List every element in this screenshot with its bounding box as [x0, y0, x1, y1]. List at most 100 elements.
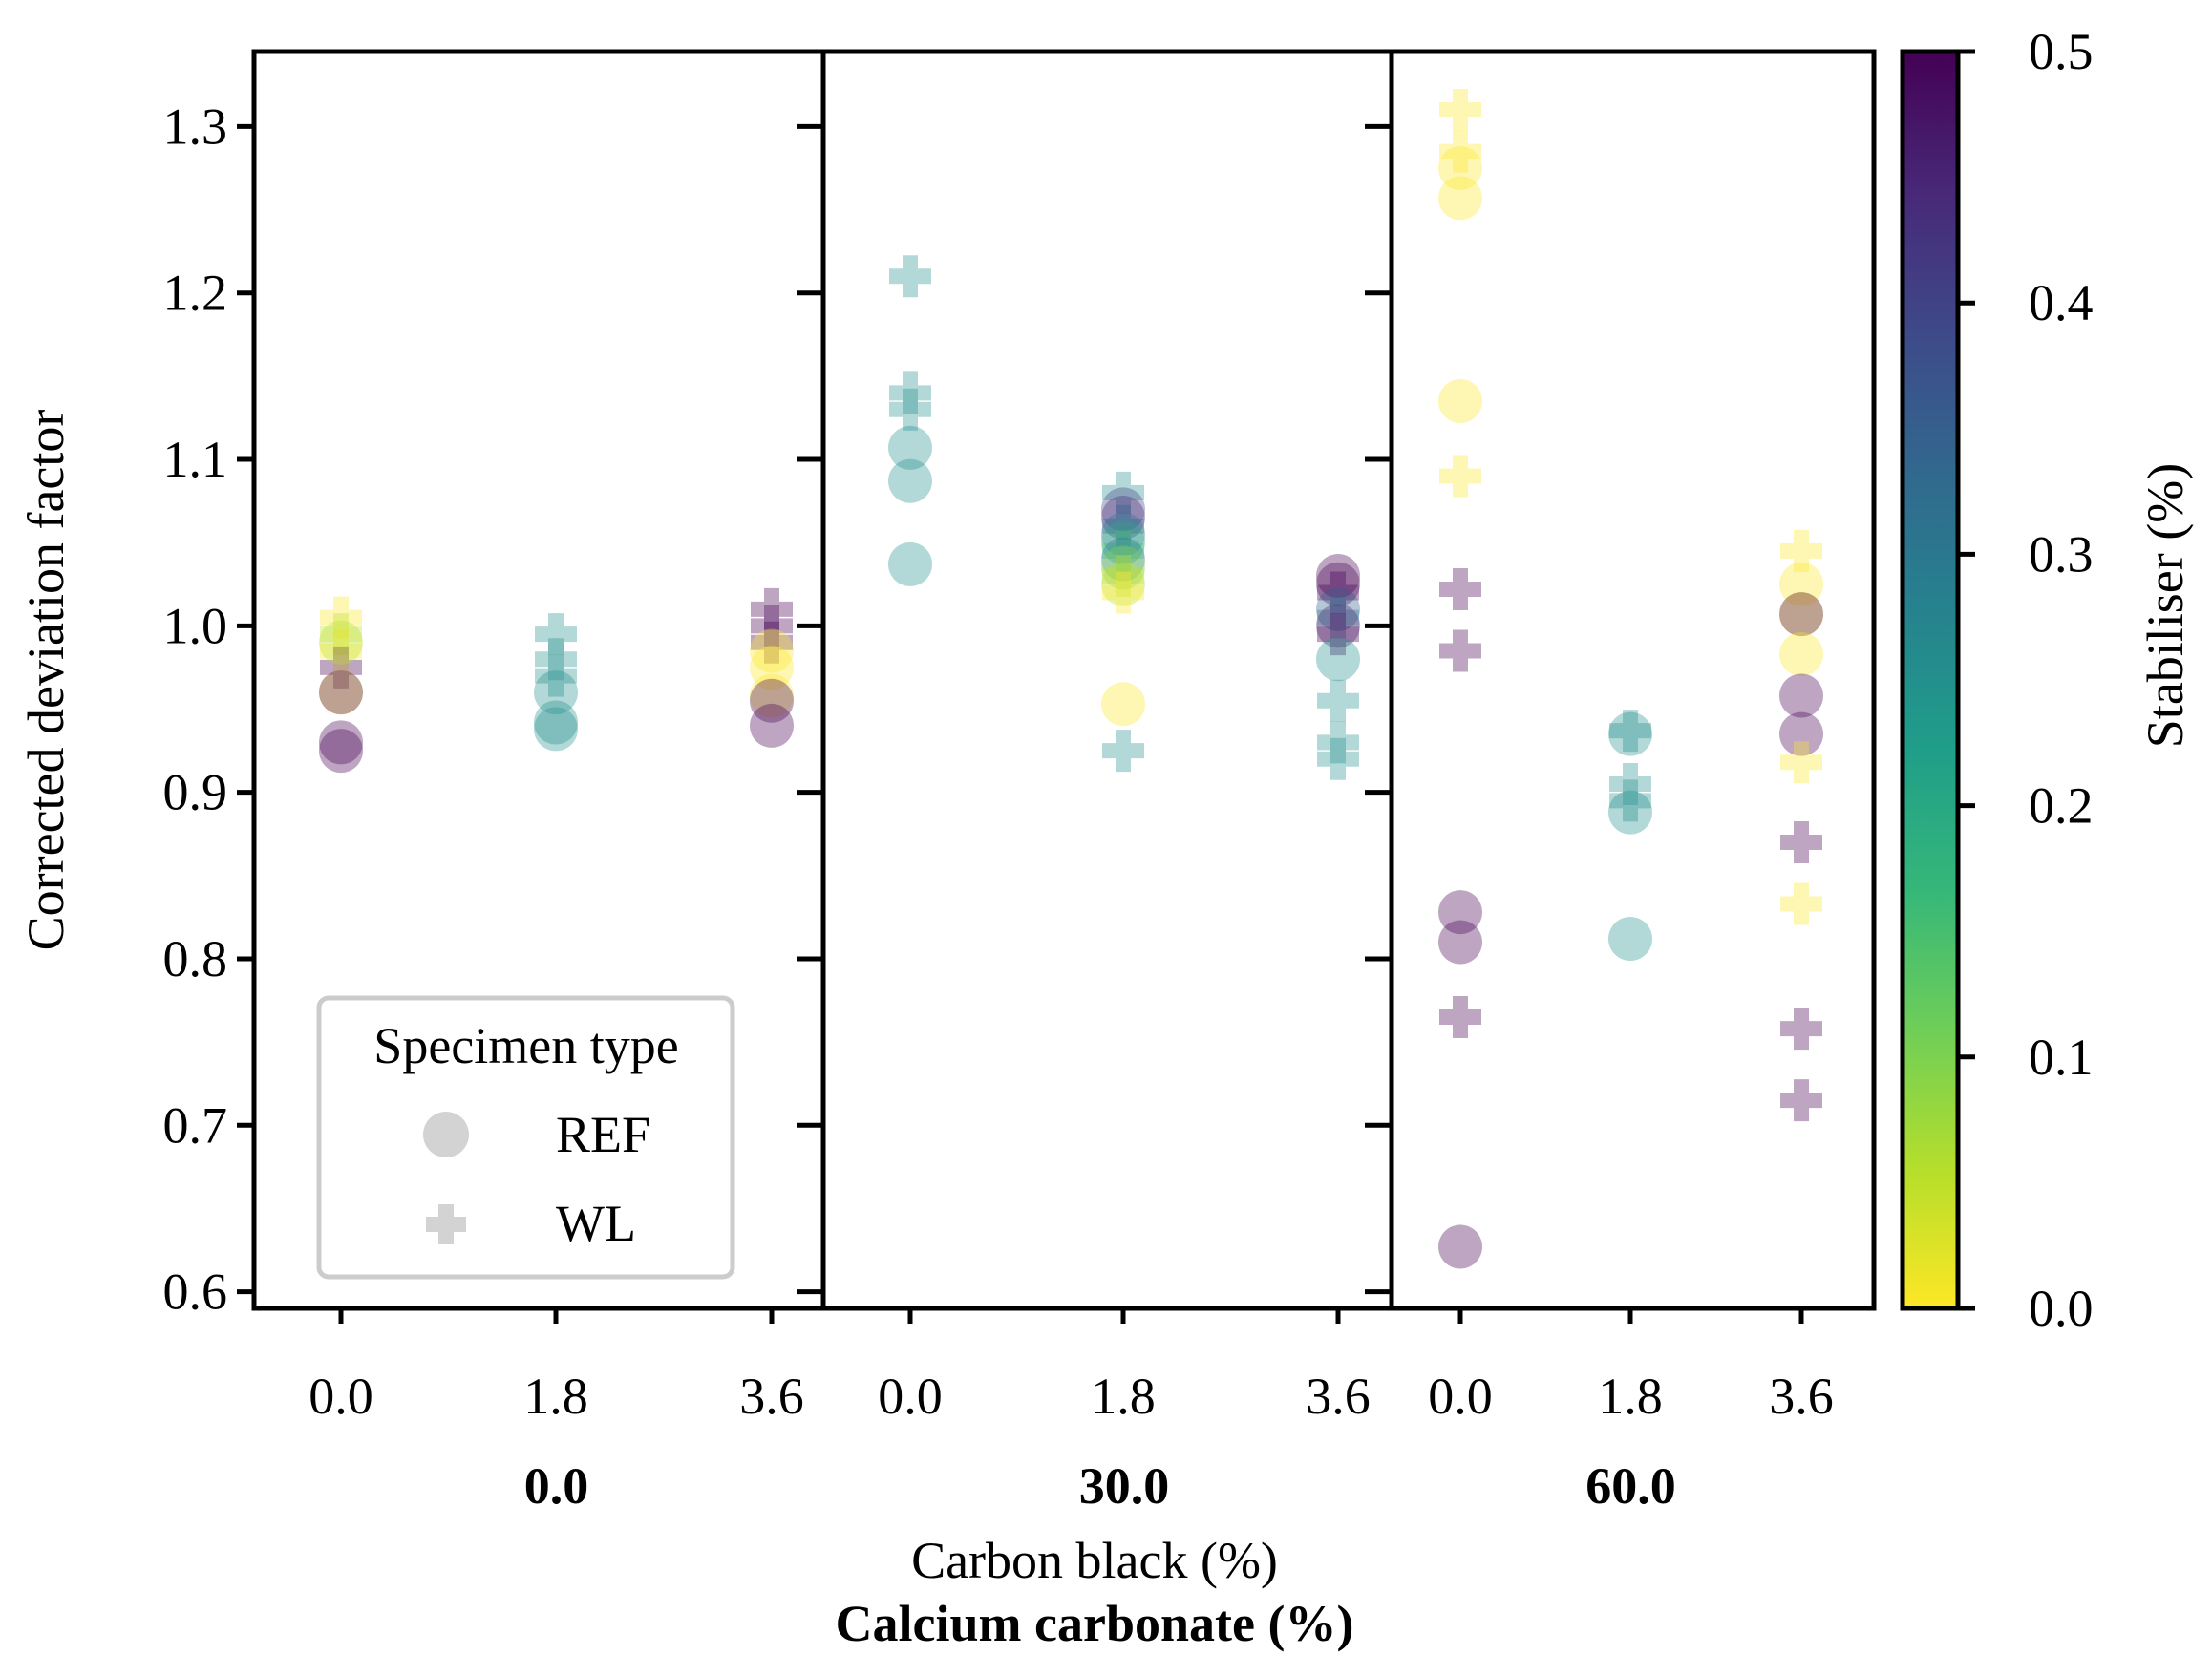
legend-ref-label: REF: [556, 1106, 650, 1163]
colorbar-gradient: [1903, 52, 1958, 1308]
data-point-wl: [535, 638, 577, 681]
data-point-ref: [1316, 554, 1360, 599]
legend-frame: [316, 995, 735, 1280]
legend-ref-marker: [423, 1112, 469, 1157]
data-point-ref: [534, 670, 578, 715]
panel-frame: [1389, 49, 1877, 1311]
x-tick-label: 0.0: [308, 1368, 373, 1425]
group-label: 60.0: [1585, 1457, 1676, 1515]
data-point-wl: [1439, 568, 1481, 611]
x-axis-outer-title: Calcium carbonate (%): [836, 1595, 1354, 1652]
data-point-ref: [1608, 711, 1652, 756]
data-point-wl: [535, 613, 577, 656]
data-point-wl: [320, 646, 362, 689]
data-point-ref: [1779, 631, 1823, 676]
data-point-wl: [889, 371, 931, 414]
y-axis-title: Corrected deviation factor: [17, 410, 74, 951]
data-point-ref: [1316, 562, 1360, 606]
data-point-wl: [535, 654, 577, 697]
colorbar-tick-label: 0.3: [2029, 525, 2094, 583]
colorbar: 0.0 0.1 0.2 0.3 0.4 0.5: [1900, 23, 2094, 1337]
colorbar-tick-label: 0.0: [2029, 1280, 2094, 1337]
y-tick-label: 0.6: [163, 1263, 228, 1321]
data-point-ref: [319, 670, 363, 715]
data-point-ref: [1779, 711, 1823, 756]
data-point-wl: [1780, 820, 1822, 863]
data-point-wl: [1102, 504, 1144, 547]
group-label: 30.0: [1079, 1457, 1170, 1515]
points-30.0: [888, 255, 1360, 780]
points-0.0: [319, 587, 794, 774]
data-point-wl: [1439, 130, 1481, 173]
data-point-ref: [319, 720, 363, 765]
data-point-ref: [1438, 920, 1482, 965]
x-tick-label: 1.8: [1598, 1368, 1663, 1425]
data-point-wl: [1780, 1079, 1822, 1122]
data-point-wl: [1609, 762, 1651, 805]
data-point-wl: [1439, 455, 1481, 498]
data-point-ref: [1608, 790, 1652, 835]
data-point-wl: [751, 587, 793, 630]
data-point-ref: [1101, 682, 1145, 727]
data-point-wl: [1780, 1008, 1822, 1051]
data-point-ref: [1438, 1224, 1482, 1269]
colorbar-title: Stabiliser (%): [2137, 463, 2194, 748]
data-point-wl: [1317, 571, 1359, 614]
legend-wl-marker: [426, 1204, 466, 1244]
data-point-wl: [1102, 555, 1144, 598]
x-tick-label: 0.0: [878, 1368, 943, 1425]
x-tick-label: 1.8: [523, 1368, 588, 1425]
data-point-ref: [1779, 562, 1823, 606]
data-point-wl: [1102, 571, 1144, 614]
colorbar-tick-label: 0.1: [2029, 1029, 2094, 1086]
legend: Specimen type REF WL: [316, 995, 735, 1280]
data-point-wl: [320, 613, 362, 656]
data-point-ref: [1438, 890, 1482, 935]
data-point-wl: [1780, 741, 1822, 784]
data-point-ref: [1101, 562, 1145, 606]
y-tick-label: 1.2: [163, 265, 228, 322]
x-axis-title: Carbon black (%): [911, 1532, 1278, 1589]
data-point-wl: [1102, 730, 1144, 773]
data-point-ref: [1316, 604, 1360, 648]
data-point-ref: [1779, 592, 1823, 637]
x-tick-label: 3.6: [1306, 1368, 1371, 1425]
panels-layer: 0.0 1.8 3.6 0.0 0.0 1.8 3.6 30.0 0.0 1.8 3.6 60.0: [251, 49, 1877, 1515]
data-point-ref: [1438, 379, 1482, 424]
colorbar-tick-label: 0.4: [2029, 274, 2094, 331]
data-point-wl: [1102, 471, 1144, 514]
panel-30.0: 0.0 1.8 3.6 30.0: [820, 49, 1394, 1515]
group-label: 0.0: [524, 1457, 589, 1515]
data-point-ref: [1101, 496, 1145, 541]
data-point-ref: [1608, 917, 1652, 962]
data-point-ref: [1101, 487, 1145, 532]
data-point-ref: [888, 541, 932, 586]
data-point-wl: [889, 255, 931, 298]
data-point-ref: [1101, 512, 1145, 557]
y-tick-label: 1.1: [163, 431, 228, 488]
data-point-wl: [1317, 721, 1359, 764]
y-axis: 0.6 0.7 0.8 0.9 1.0 1.1 1.2 1.3: [163, 97, 254, 1321]
data-point-wl: [1439, 89, 1481, 132]
data-point-ref: [1101, 545, 1145, 590]
y-tick-label: 0.8: [163, 930, 228, 987]
x-tick-label: 0.0: [1428, 1368, 1493, 1425]
x-tick-label: 3.6: [1769, 1368, 1834, 1425]
data-point-wl: [1609, 779, 1651, 822]
data-point-ref: [1779, 673, 1823, 718]
y-tick-label: 0.9: [163, 764, 228, 821]
data-point-wl: [1780, 529, 1822, 572]
data-point-ref: [1438, 176, 1482, 221]
points-60.0: [1438, 89, 1823, 1269]
data-point-wl: [751, 621, 793, 664]
panel-0.0: 0.0 1.8 3.6 0.0: [251, 49, 826, 1515]
data-point-wl: [889, 388, 931, 431]
data-point-wl: [1317, 613, 1359, 656]
data-point-ref: [319, 729, 363, 774]
data-point-ref: [750, 673, 794, 718]
data-point-ref: [1438, 146, 1482, 191]
data-point-ref: [750, 678, 794, 723]
colorbar-frame: [1900, 49, 1961, 1311]
y-tick-label: 1.3: [163, 97, 228, 155]
